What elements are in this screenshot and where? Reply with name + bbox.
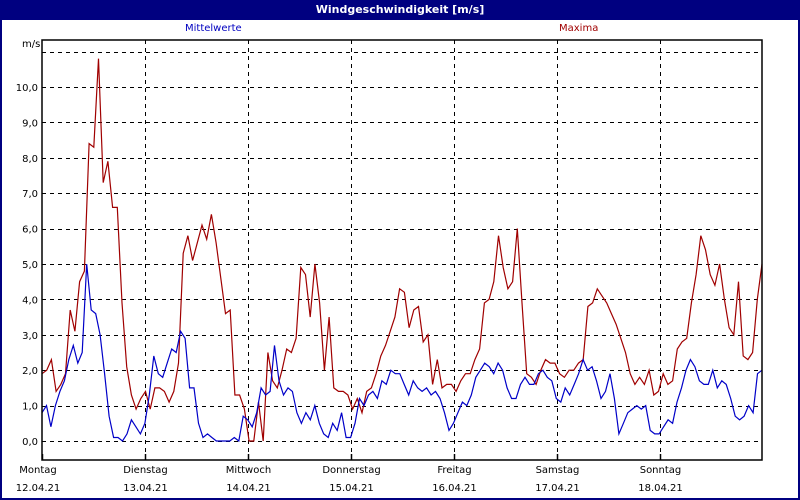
svg-text:6,0: 6,0 — [22, 225, 38, 236]
svg-text:0,0: 0,0 — [22, 437, 38, 448]
svg-text:8,0: 8,0 — [22, 154, 38, 165]
x-label-date: 12.04.21 — [15, 483, 61, 494]
x-label-day: Donnerstag — [322, 465, 381, 476]
svg-text:7,0: 7,0 — [22, 189, 38, 200]
x-axis-ticks — [41, 454, 662, 460]
x-label-day: Montag — [19, 465, 57, 476]
svg-text:4,0: 4,0 — [22, 295, 38, 306]
maxima-series-line — [41, 58, 763, 442]
x-label-day: Freitag — [437, 465, 472, 476]
x-label-date: 14.04.21 — [226, 483, 271, 494]
y-axis-label: m/s — [22, 39, 41, 50]
x-label-date: 17.04.21 — [535, 483, 580, 494]
svg-text:5,0: 5,0 — [22, 260, 38, 271]
x-label-day: Dienstag — [123, 465, 168, 476]
x-label-date: 15.04.21 — [329, 483, 374, 494]
plot-frame — [41, 39, 763, 461]
x-label-day: Samstag — [535, 465, 580, 476]
legend-mittelwerte: Mittelwerte — [185, 23, 242, 34]
legend-maxima: Maxima — [559, 23, 599, 34]
svg-text:10,0: 10,0 — [16, 83, 38, 94]
y-axis-ticks: 0,0 1,0 2,0 3,0 4,0 5,0 6,0 7,0 8,0 9,0 10,0 — [16, 83, 38, 448]
svg-text:2,0: 2,0 — [22, 366, 38, 377]
x-label-date: 16.04.21 — [432, 483, 477, 494]
svg-text:1,0: 1,0 — [22, 402, 38, 413]
svg-text:9,0: 9,0 — [22, 118, 38, 129]
x-label-day: Sonntag — [639, 465, 682, 476]
svg-text:3,0: 3,0 — [22, 331, 38, 342]
x-label-date: 13.04.21 — [123, 483, 168, 494]
x-label-date: 18.04.21 — [638, 483, 683, 494]
grid-lines — [42, 40, 762, 460]
chart-title: Windgeschwindigkeit [m/s] — [0, 0, 800, 20]
mittelwerte-series-line — [41, 263, 763, 443]
x-label-day: Mittwoch — [225, 465, 272, 476]
